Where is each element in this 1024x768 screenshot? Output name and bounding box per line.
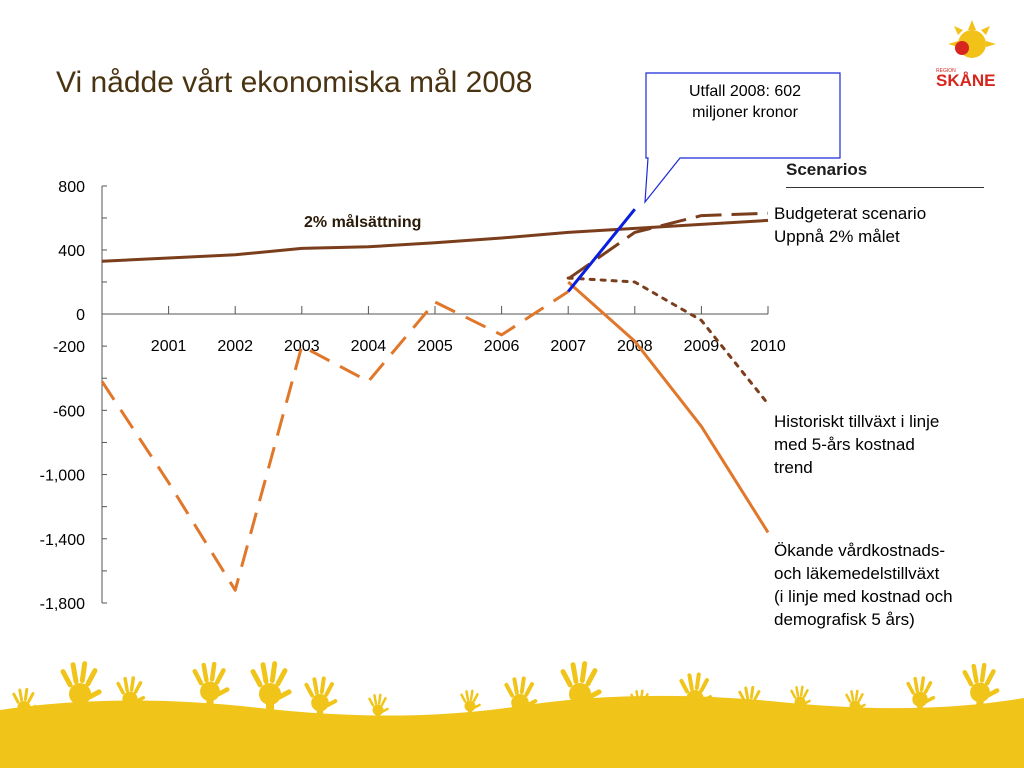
y-tick-label: 0: [76, 307, 85, 324]
legend-increasing-line-2: och läkemedelstillväxt: [774, 564, 940, 583]
hand-icon: [962, 662, 1000, 732]
legend-divider: [786, 187, 984, 188]
axes: [101, 186, 768, 603]
region-skane-logo: REGION SKÅNE: [936, 20, 996, 90]
y-tick-label: 800: [58, 179, 85, 196]
hand-icon: [192, 661, 230, 731]
legend-historic-line-3: trend: [774, 458, 813, 477]
hand-icon: [790, 685, 811, 724]
hand-icon: [12, 687, 37, 734]
hand-icon: [250, 661, 292, 738]
series-lines: [100, 208, 770, 592]
legend-title: Scenarios: [786, 160, 868, 179]
series-line-4: [100, 290, 570, 592]
hand-icon: [906, 676, 936, 730]
logo-name-text: SKÅNE: [936, 71, 996, 90]
y-tick-label: -1,800: [40, 596, 85, 613]
legend-budget-line-2: Uppnå 2% målet: [774, 227, 900, 246]
hand-icon: [679, 672, 713, 734]
hand-icon: [304, 676, 338, 738]
hand-icon: [560, 661, 602, 738]
legend-historic-line-1: Historiskt tillväxt i linje: [774, 412, 940, 431]
callout-line-1: Utfall 2008: 602: [688, 83, 802, 100]
x-tick-label: 2006: [484, 338, 520, 355]
y-tick-label: -600: [53, 403, 85, 420]
hand-icon: [368, 693, 389, 732]
logo-region-text: REGION: [936, 68, 956, 74]
y-tick-label: -1,000: [40, 468, 85, 485]
legend-budget: Budgeterat scenario Uppnå 2% målet: [774, 202, 926, 248]
x-tick-label: 2001: [151, 338, 187, 355]
x-axis-labels: 2001 2002 2003 2004 2005 2006 2007 2008 2009 2010: [151, 306, 786, 355]
y-tick-label: -200: [53, 339, 85, 356]
callout-line-2: miljoner kronor: [692, 104, 798, 121]
footer-hands-decoration: [0, 661, 1024, 768]
series-line-1: [567, 211, 769, 281]
x-tick-label: 2004: [351, 338, 387, 355]
x-tick-label: 2010: [750, 338, 786, 355]
series-line-0: [101, 218, 769, 263]
hand-icon: [738, 685, 763, 732]
callout-text: Utfall 2008: 602 miljoner kronor: [660, 81, 830, 123]
hand-icon: [504, 676, 538, 738]
hand-icon: [460, 689, 481, 728]
sun-icon: [948, 20, 996, 58]
hand-icon: [60, 661, 102, 738]
y-tick-label: -1,400: [40, 532, 85, 549]
hand-icon: [630, 689, 651, 728]
legend-historic-line-2: med 5-års kostnad: [774, 435, 915, 454]
legend-increasing: Ökande vårdkostnads- och läkemedelstillv…: [774, 539, 953, 631]
y-axis-ticks: 800 400 0 -200 -600 -1,000 -1,400 -1,800: [40, 179, 107, 613]
series-line-2: [566, 276, 770, 406]
goal-annotation: 2% målsättning: [304, 214, 422, 231]
series-line-5: [567, 208, 636, 293]
legend-historic: Historiskt tillväxt i linje med 5-års ko…: [774, 410, 939, 479]
slide-title: Vi nådde vårt ekonomiska mål 2008: [56, 66, 533, 99]
legend-increasing-line-1: Ökande vårdkostnads-: [774, 541, 946, 560]
x-tick-label: 2005: [417, 338, 453, 355]
legend-budget-line-1: Budgeterat scenario: [774, 204, 927, 223]
x-tick-label: 2002: [217, 338, 253, 355]
hand-icon: [116, 676, 146, 730]
series-line-3: [567, 280, 770, 534]
legend-increasing-line-3: (i linje med kostnad och: [774, 587, 953, 606]
hand-icon: [845, 689, 866, 728]
x-tick-label: 2009: [684, 338, 720, 355]
x-tick-label: 2007: [550, 338, 586, 355]
legend-increasing-line-4: demografisk 5 års): [774, 610, 915, 629]
y-tick-label: 400: [58, 243, 85, 260]
